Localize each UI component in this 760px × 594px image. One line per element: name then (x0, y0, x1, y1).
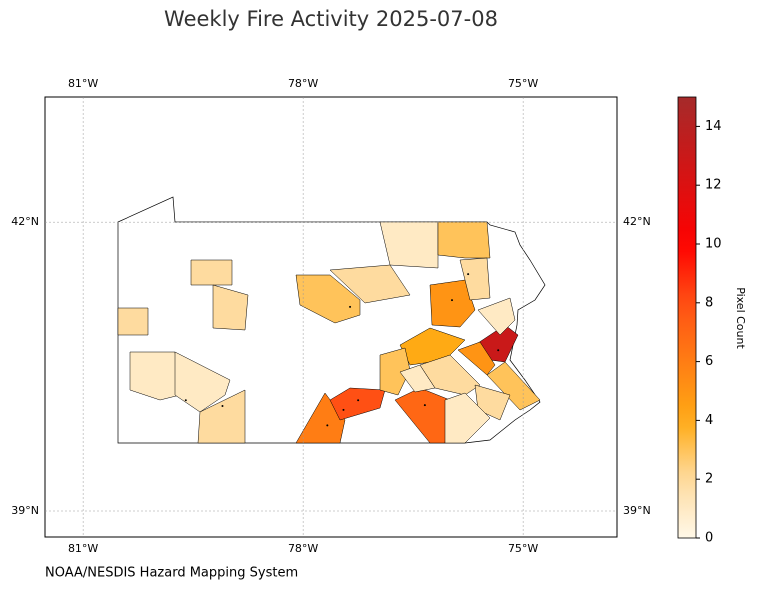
fire-point (423, 404, 426, 407)
colorbar-tick-label: 12 (705, 178, 722, 193)
source: NOAA/NESDIS Hazard Mapping System (45, 566, 298, 581)
fire-point (357, 399, 360, 402)
x-tick-label: 75°W (508, 542, 538, 555)
county (117, 307, 149, 336)
county (379, 347, 411, 396)
y-tick-label: 42°N (11, 215, 39, 228)
fire-point (326, 424, 329, 427)
colorbar (677, 96, 697, 539)
fire-point (342, 408, 345, 411)
county (190, 259, 233, 286)
county (444, 392, 491, 444)
y-tick-label: 39°N (623, 504, 651, 517)
y-tick-label: 39°N (11, 504, 39, 517)
county (477, 297, 516, 336)
county (197, 389, 246, 444)
x-tick-label: 81°W (68, 542, 98, 555)
title: Weekly Fire Activity 2025-07-08 (164, 7, 498, 31)
county (329, 264, 411, 304)
x-tick-label: 81°W (68, 77, 98, 90)
county (437, 221, 491, 259)
map-frame (44, 96, 618, 538)
county (429, 279, 476, 328)
county (129, 351, 181, 401)
county (486, 361, 541, 411)
fire-point (467, 273, 470, 276)
colorbar-tick-label: 10 (705, 237, 722, 252)
x-tick-label: 78°W (288, 542, 318, 555)
fire-point (451, 299, 453, 302)
fire-point (497, 349, 500, 352)
county (459, 257, 491, 301)
colorbar-tick-label: 2 (705, 472, 713, 487)
colorbar-tick-label: 0 (705, 531, 713, 546)
x-tick-label: 78°W (288, 77, 318, 90)
county (329, 387, 386, 421)
x-tick-label: 75°W (508, 77, 538, 90)
colorbar-label: Pixel Count (734, 287, 747, 349)
colorbar-tick-label: 8 (705, 295, 713, 310)
map-layer (117, 196, 546, 444)
colorbar-tick-label: 6 (705, 354, 713, 369)
fire-point (349, 305, 352, 308)
y-tick-label: 42°N (623, 215, 651, 228)
fire-point (221, 405, 224, 408)
county (295, 274, 361, 324)
county (419, 354, 481, 396)
fire-point (184, 399, 187, 402)
colorbar-tick-label: 4 (705, 413, 713, 428)
colorbar-tick-label: 14 (705, 119, 722, 134)
county (474, 384, 511, 421)
county (174, 351, 231, 413)
county (212, 284, 249, 331)
county (457, 341, 496, 376)
